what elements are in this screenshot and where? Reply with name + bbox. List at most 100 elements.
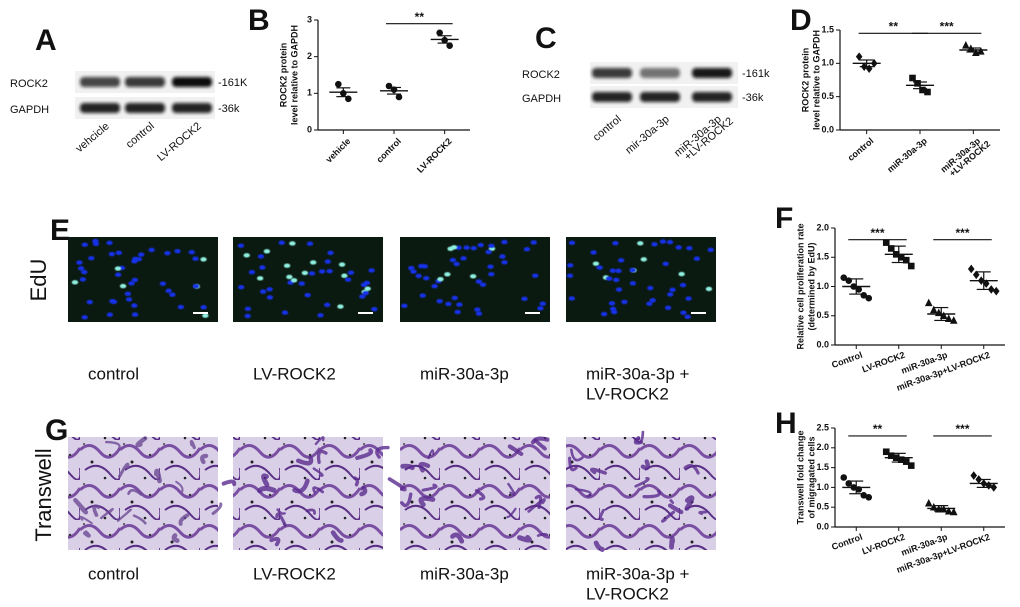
- significance-label: ***: [940, 20, 954, 34]
- point: [840, 474, 848, 481]
- point: [909, 74, 916, 82]
- nucleus: [114, 266, 122, 271]
- micrograph: [400, 437, 550, 550]
- nucleus: [110, 299, 118, 305]
- point: [949, 316, 958, 324]
- nucleus: [675, 245, 682, 250]
- panel-letter: A: [35, 24, 57, 57]
- nucleus: [188, 250, 195, 255]
- cell: [79, 515, 93, 525]
- micrograph: [68, 437, 218, 550]
- nucleus: [685, 296, 692, 301]
- nucleus: [237, 243, 245, 248]
- nucleus: [92, 238, 99, 244]
- nucleus: [521, 296, 528, 302]
- nucleus: [278, 240, 285, 245]
- nucleus: [401, 303, 408, 309]
- nucleus: [608, 301, 616, 306]
- y-tick-label: 1.5: [816, 462, 829, 472]
- nucleus: [612, 241, 619, 246]
- y-tick-label: 0.0: [816, 521, 829, 531]
- nucleus: [266, 295, 274, 300]
- cell: [375, 445, 390, 459]
- y-tick-label: 3: [307, 14, 312, 24]
- caption: LV-ROCK2: [586, 584, 669, 603]
- cell: [221, 479, 237, 487]
- cell: [175, 480, 184, 493]
- cell: [92, 504, 101, 517]
- point: [962, 41, 970, 49]
- lane-label: vehcicle: [74, 120, 112, 155]
- nucleus: [649, 298, 656, 303]
- significance-label: **: [873, 422, 883, 436]
- point: [924, 498, 933, 507]
- cell: [200, 453, 209, 465]
- blot-band: [125, 103, 165, 113]
- nucleus: [124, 291, 132, 297]
- cell: [506, 507, 517, 519]
- cell: [355, 448, 374, 460]
- scale-bar: [193, 312, 208, 314]
- nucleus: [523, 247, 531, 252]
- y-axis-label: Transwell fold change: [795, 430, 805, 524]
- blot-band: [172, 103, 212, 113]
- nucleus: [200, 257, 207, 262]
- nucleus: [290, 278, 298, 283]
- nucleus: [131, 312, 139, 317]
- cell: [292, 478, 310, 494]
- nucleus: [453, 261, 460, 267]
- cell: [570, 448, 584, 462]
- nucleus: [539, 301, 546, 306]
- nucleus: [664, 305, 672, 310]
- nucleus: [115, 250, 123, 256]
- nucleus: [421, 264, 429, 269]
- y-tick-label: 2: [307, 51, 312, 61]
- point: [395, 93, 403, 101]
- nucleus: [131, 277, 139, 283]
- point: [977, 47, 985, 55]
- nucleus: [419, 293, 426, 298]
- cell: [640, 459, 651, 471]
- lane-label: control: [124, 120, 157, 150]
- point: [887, 452, 895, 460]
- cell: [100, 507, 114, 520]
- lane-label: LV-ROCK2: [155, 120, 204, 164]
- blot-size-label: -36k: [218, 103, 240, 115]
- nucleus: [596, 265, 603, 270]
- nucleus: [326, 268, 333, 274]
- point: [929, 305, 938, 314]
- cell: [400, 492, 413, 508]
- y-tick-label: 1: [307, 88, 312, 98]
- point: [855, 286, 863, 293]
- cell: [276, 508, 286, 515]
- cell: [359, 485, 368, 497]
- nucleus: [567, 263, 574, 268]
- y-axis-label: ROCK2 protein: [278, 43, 288, 108]
- nucleus: [621, 299, 628, 305]
- nucleus: [192, 256, 199, 261]
- cell: [305, 508, 316, 515]
- y-tick-label: 1.5: [816, 252, 829, 262]
- point: [982, 279, 990, 288]
- nucleus: [705, 286, 713, 292]
- nucleus: [686, 246, 693, 251]
- point: [436, 29, 443, 37]
- nucleus: [615, 287, 623, 292]
- significance-label: ***: [955, 422, 969, 436]
- point: [865, 294, 873, 302]
- cell: [135, 436, 148, 448]
- cell: [507, 482, 516, 497]
- nucleus: [79, 277, 87, 282]
- nucleus: [444, 272, 451, 277]
- nucleus: [200, 305, 207, 310]
- x-tick-label: control: [846, 136, 876, 163]
- blot-size-label: -161k: [742, 68, 770, 80]
- panel-letter: H: [775, 407, 797, 440]
- cell: [330, 530, 344, 543]
- nucleus: [617, 258, 625, 263]
- cell: [275, 512, 287, 527]
- point: [987, 285, 995, 294]
- nucleus: [600, 311, 608, 317]
- nucleus: [611, 309, 618, 315]
- cell: [316, 449, 328, 464]
